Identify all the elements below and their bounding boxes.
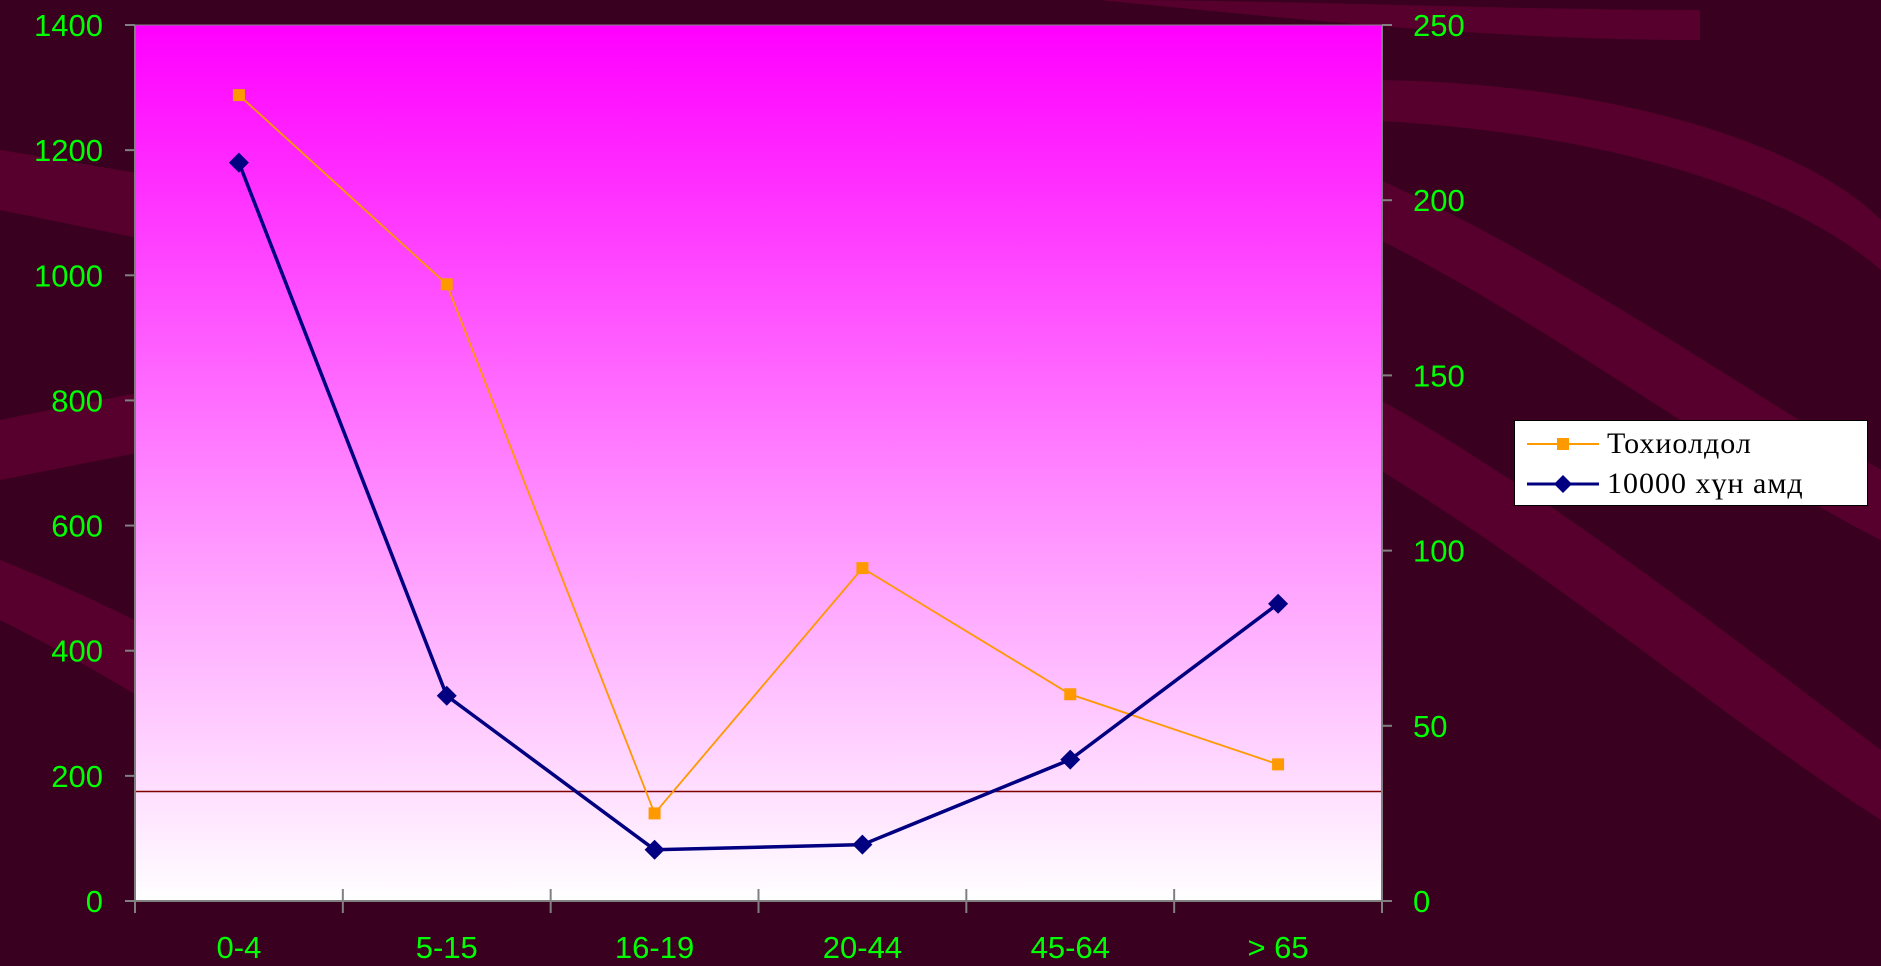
legend-item-series-1: Тохиолдол	[1523, 425, 1863, 463]
data-point-square	[232, 89, 245, 102]
x-tick-label: 5-15	[416, 930, 478, 965]
data-point-square	[1064, 688, 1077, 701]
legend-marker-square-icon	[1527, 438, 1599, 450]
x-axis-ticks: 0-4 5-15 16-19 20-44 45-64 > 65	[134, 889, 1383, 965]
data-point-diamond	[852, 834, 873, 855]
legend: Тохиолдол 10000 хүн амд	[1514, 420, 1868, 506]
x-tick-label: 45-64	[1031, 930, 1110, 965]
series-layer	[228, 89, 1289, 860]
x-tick-label: > 65	[1247, 930, 1308, 965]
series-line-2	[237, 162, 1280, 852]
right-tick-label: 0	[1413, 884, 1430, 919]
left-tick-label: 800	[51, 383, 103, 418]
data-point-diamond	[228, 152, 249, 173]
data-point-diamond	[644, 839, 665, 860]
background-band	[1360, 80, 1881, 270]
left-axis-ticks: 0 200 400 600 800 1000 1200 1400	[34, 8, 135, 919]
data-point-square	[648, 807, 661, 820]
left-tick-label: 1000	[34, 258, 103, 293]
data-point-square	[856, 562, 869, 575]
right-tick-label: 100	[1413, 534, 1465, 569]
left-tick-label: 400	[51, 634, 103, 669]
data-point-diamond	[436, 685, 457, 706]
right-axis-ticks: 0 50 100 150 200 250	[1382, 8, 1465, 919]
legend-item-series-2: 10000 хүн амд	[1523, 465, 1863, 503]
x-tick-label: 16-19	[615, 930, 694, 965]
left-tick-label: 1400	[34, 8, 103, 43]
right-tick-label: 250	[1413, 8, 1465, 43]
right-tick-label: 150	[1413, 358, 1465, 393]
legend-marker-diamond-icon	[1527, 475, 1599, 493]
data-point-square	[1272, 758, 1285, 771]
background-band	[1100, 0, 1700, 40]
left-tick-label: 200	[51, 759, 103, 794]
right-tick-label: 200	[1413, 183, 1465, 218]
left-tick-label: 600	[51, 509, 103, 544]
left-tick-label: 1200	[34, 133, 103, 168]
series-line-1	[238, 94, 1279, 816]
data-point-square	[440, 278, 453, 291]
background-band	[1380, 400, 1881, 820]
x-tick-label: 20-44	[823, 930, 902, 965]
data-point-diamond	[1268, 593, 1289, 614]
data-point-diamond	[1060, 749, 1081, 770]
plot-area	[134, 24, 1383, 902]
legend-label-series-1: Тохиолдол	[1607, 427, 1752, 460]
x-tick-label: 0-4	[217, 930, 262, 965]
left-tick-label: 0	[86, 884, 103, 919]
legend-label-series-2: 10000 хүн амд	[1607, 467, 1804, 500]
right-tick-label: 50	[1413, 709, 1447, 744]
